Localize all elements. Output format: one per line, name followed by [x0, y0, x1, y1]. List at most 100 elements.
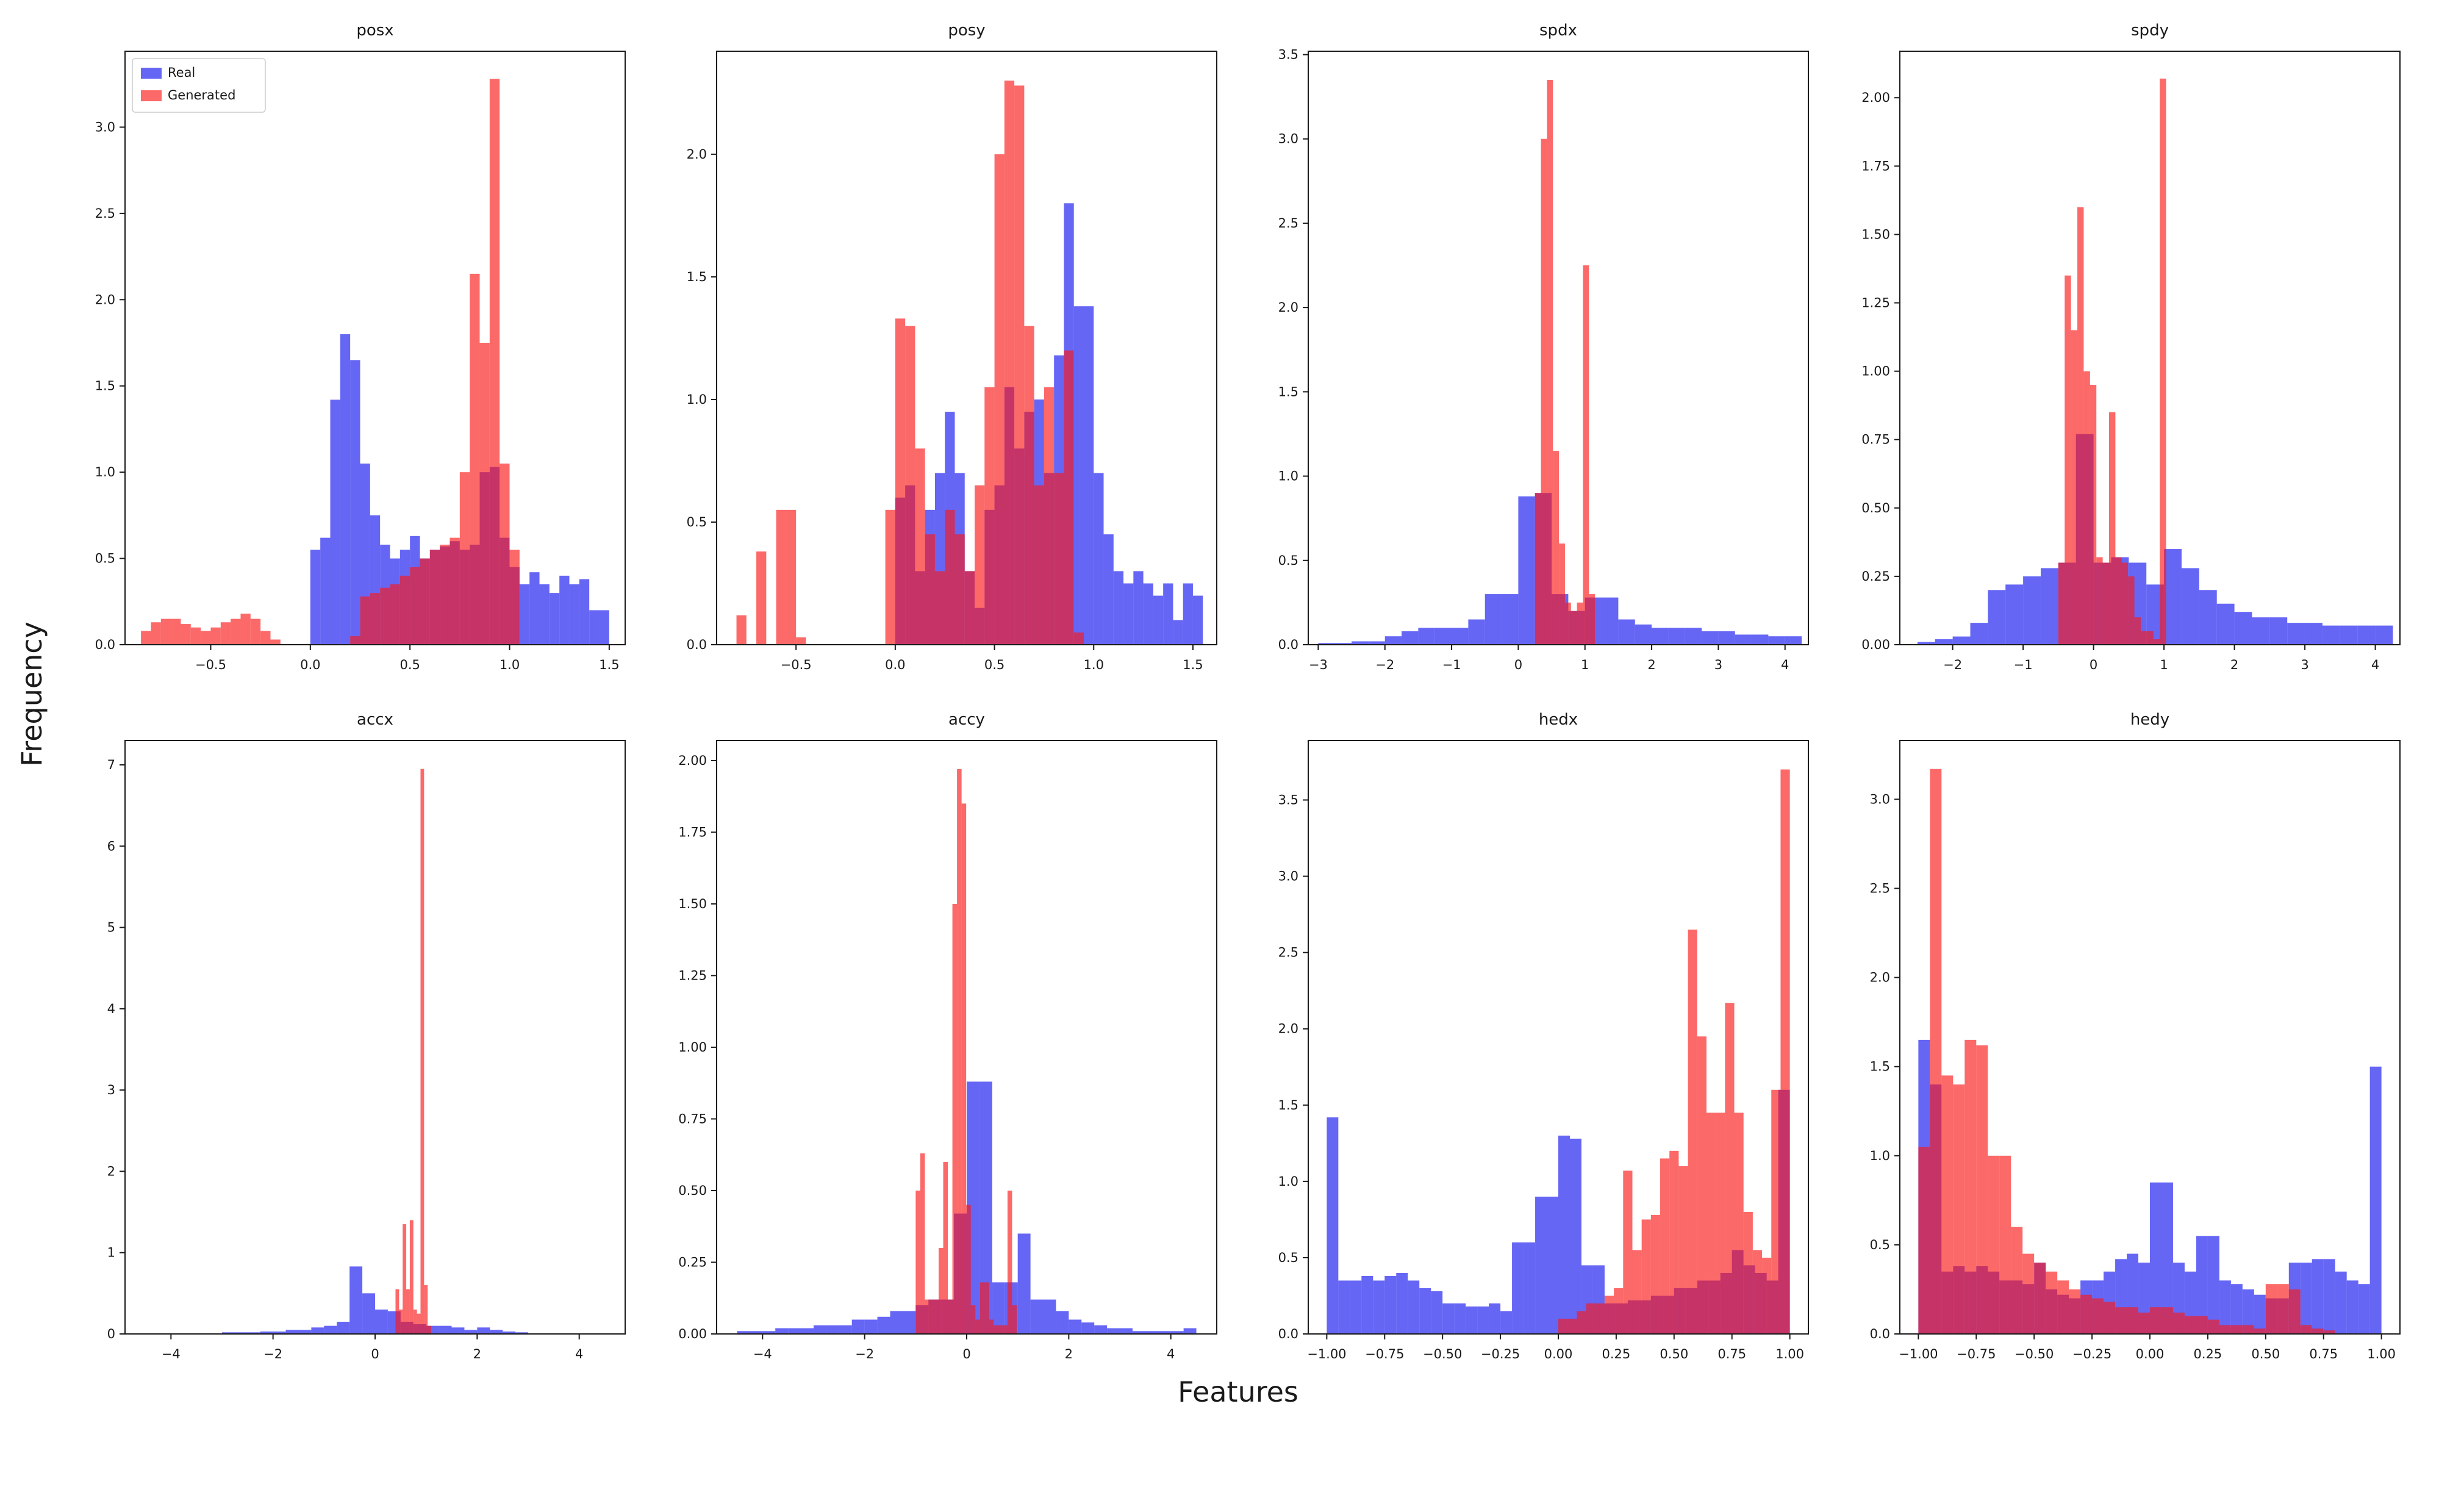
svg-text:−0.5: −0.5 [195, 658, 226, 672]
subplot-grid: posx −0.5 0.0 0.5 1.0 1.5 0.0 0.5 1.0 1.5 2.0 2.5 3… [67, 17, 2409, 1374]
svg-text:1.0: 1.0 [687, 392, 707, 407]
svg-text:−4: −4 [753, 1347, 772, 1361]
histogram-accx: −4 −2 0 2 4 0 1 2 3 4 5 6 7 [107, 740, 626, 1361]
svg-text:0.25: 0.25 [2194, 1347, 2222, 1361]
svg-text:0.50: 0.50 [1660, 1347, 1688, 1361]
svg-text:2.0: 2.0 [1278, 1022, 1298, 1036]
svg-text:1.5: 1.5 [1278, 384, 1298, 399]
svg-text:−0.75: −0.75 [1957, 1347, 1996, 1361]
svg-text:1.25: 1.25 [678, 968, 707, 983]
histogram-hedy: −1.00 −0.75 −0.50 −0.25 0.00 0.25 0.50 0.75 1.00… [1870, 740, 2401, 1361]
svg-text:−0.50: −0.50 [1423, 1347, 1462, 1361]
svg-text:1.0: 1.0 [500, 658, 520, 672]
svg-text:0.00: 0.00 [1544, 1347, 1573, 1361]
legend: Real Generated [132, 58, 266, 113]
series-generated [915, 769, 1017, 1334]
svg-text:3.0: 3.0 [1278, 132, 1298, 146]
svg-text:1.0: 1.0 [1084, 658, 1104, 672]
svg-text:3.5: 3.5 [1278, 793, 1298, 808]
series-generated [2058, 78, 2166, 645]
svg-text:2.5: 2.5 [1870, 881, 1890, 896]
svg-text:0.0: 0.0 [885, 658, 905, 672]
svg-text:3.5: 3.5 [1278, 48, 1298, 62]
svg-text:2: 2 [2230, 658, 2238, 672]
subplot-title: hedy [2130, 711, 2170, 729]
subplot-title: posx [356, 21, 394, 40]
series-generated [736, 81, 1084, 645]
svg-text:−2: −2 [1375, 658, 1394, 672]
svg-text:0.5: 0.5 [1278, 553, 1298, 568]
svg-text:0.0: 0.0 [300, 658, 320, 672]
svg-text:1.00: 1.00 [2367, 1347, 2396, 1361]
svg-text:1.00: 1.00 [678, 1040, 707, 1055]
svg-text:0.0: 0.0 [687, 637, 707, 652]
subplot-title: spdx [1539, 21, 1577, 40]
svg-text:0.5: 0.5 [1870, 1238, 1890, 1252]
x-axis-label: Features [1178, 1375, 1298, 1408]
svg-text:2: 2 [473, 1347, 481, 1361]
svg-text:−2: −2 [855, 1347, 874, 1361]
svg-text:6: 6 [107, 839, 115, 853]
subplot-title: accy [948, 711, 985, 729]
svg-text:0.75: 0.75 [678, 1111, 707, 1126]
svg-text:4: 4 [107, 1002, 115, 1016]
subplot-hedy: hedy −1.00 −0.75 −0.50 −0.25 0.00 0.25 0.50 0.7… [1842, 706, 2409, 1374]
svg-text:0.00: 0.00 [2136, 1347, 2165, 1361]
subplot-title: spdy [2131, 21, 2169, 40]
histogram-spdy: −2 −1 0 1 2 3 4 0.00 0.25 0.50 0.75 1.00 1.25 1.50 1.7… [1861, 51, 2401, 672]
svg-text:1: 1 [107, 1246, 115, 1260]
svg-text:0.0: 0.0 [95, 637, 115, 652]
svg-text:2: 2 [1065, 1347, 1073, 1361]
svg-text:1: 1 [1581, 658, 1589, 672]
svg-text:0.75: 0.75 [1717, 1347, 1746, 1361]
svg-text:2.0: 2.0 [1870, 970, 1890, 985]
svg-text:−0.25: −0.25 [1481, 1347, 1520, 1361]
svg-text:2.0: 2.0 [1278, 300, 1298, 315]
svg-text:3: 3 [107, 1083, 115, 1097]
svg-text:1.5: 1.5 [1183, 658, 1203, 672]
svg-text:3.0: 3.0 [95, 120, 115, 134]
svg-text:5: 5 [107, 920, 115, 935]
svg-text:4: 4 [575, 1347, 583, 1361]
svg-text:−3: −3 [1309, 658, 1328, 672]
svg-text:4: 4 [1781, 658, 1789, 672]
svg-text:0.5: 0.5 [399, 658, 420, 672]
svg-text:−2: −2 [1943, 658, 1962, 672]
svg-text:0.00: 0.00 [678, 1327, 707, 1341]
series-generated [1535, 79, 1596, 645]
svg-text:1.5: 1.5 [95, 379, 115, 393]
y-axis-label: Frequency [15, 622, 48, 767]
svg-text:3: 3 [1714, 658, 1722, 672]
svg-text:3: 3 [2301, 658, 2308, 672]
svg-text:−1: −1 [2014, 658, 2033, 672]
svg-text:3.0: 3.0 [1870, 792, 1890, 806]
svg-text:0.25: 0.25 [1602, 1347, 1631, 1361]
subplot-spdx: spdx −3 −2 −1 0 1 2 3 4 0.0 0.5 1.0 1.5 2.0 2.5 3.0 3.5 [1250, 17, 1818, 684]
svg-text:0.00: 0.00 [1861, 637, 1890, 652]
svg-text:2: 2 [1647, 658, 1655, 672]
svg-text:0.25: 0.25 [678, 1255, 707, 1269]
subplot-spdy: spdy −2 −1 0 1 2 3 4 0.00 0.25 0.50 0.75 1.00 1.25 1.… [1842, 17, 2409, 684]
svg-text:−2: −2 [263, 1347, 282, 1361]
svg-text:0: 0 [2090, 658, 2097, 672]
svg-text:2.5: 2.5 [1278, 216, 1298, 231]
series-generated [1918, 769, 2335, 1334]
svg-text:0.5: 0.5 [95, 551, 115, 566]
svg-text:−0.50: −0.50 [2015, 1347, 2054, 1361]
svg-text:0.0: 0.0 [1278, 1327, 1298, 1341]
svg-text:1.0: 1.0 [1278, 1174, 1298, 1189]
svg-text:0.5: 0.5 [687, 515, 707, 529]
svg-text:1.5: 1.5 [1870, 1059, 1890, 1074]
svg-text:Generated: Generated [168, 88, 235, 102]
svg-text:0.50: 0.50 [1861, 501, 1890, 515]
svg-text:0: 0 [1514, 658, 1522, 672]
svg-text:7: 7 [107, 758, 115, 772]
svg-text:1.75: 1.75 [678, 825, 707, 839]
svg-text:4: 4 [1167, 1347, 1175, 1361]
svg-text:−4: −4 [162, 1347, 181, 1361]
svg-text:0.25: 0.25 [1861, 569, 1890, 584]
histogram-spdx: −3 −2 −1 0 1 2 3 4 0.0 0.5 1.0 1.5 2.0 2.5 3.0 3.5 [1278, 48, 1809, 672]
svg-text:0.0: 0.0 [1278, 637, 1298, 652]
subplot-accx: accx −4 −2 0 2 4 0 1 2 3 4 5 6 7 [67, 706, 634, 1374]
